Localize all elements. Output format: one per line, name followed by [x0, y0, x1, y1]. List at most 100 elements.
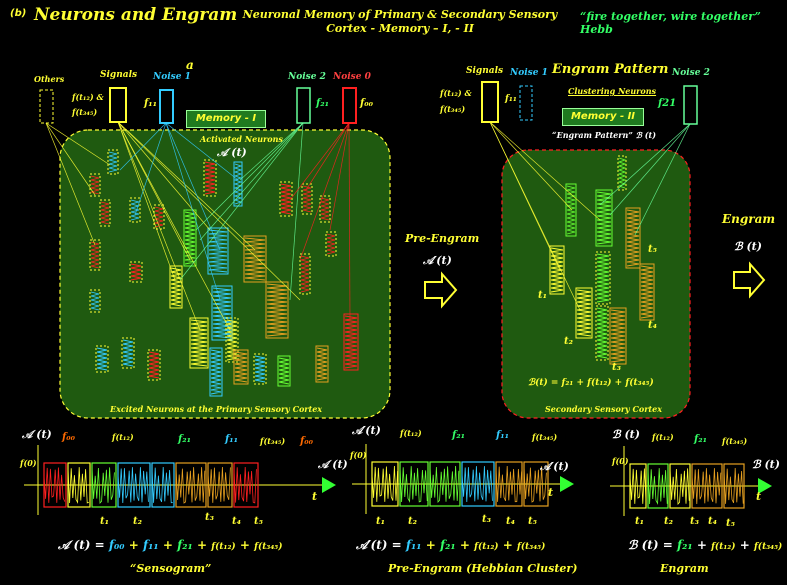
sig3-output-arrow [758, 478, 772, 494]
sig3-segment-1 [647, 463, 669, 509]
neuron-left-14-spikes [302, 185, 312, 213]
engram-pattern-title: Engram Pattern [552, 62, 669, 77]
engram-label: Engram [722, 212, 776, 226]
neuron-left-17-spikes [208, 229, 228, 273]
signals-f1-label: f(t₁₂) & [72, 92, 104, 102]
neuron-left-17-frame [207, 227, 229, 275]
neuron-left-1-frame [89, 173, 101, 197]
sig2-formula-term: f₁₁ [405, 538, 422, 552]
sig1-segment-7 [233, 462, 259, 508]
sig2-t2: t₂ [408, 516, 417, 527]
signals-box-right [481, 81, 499, 123]
noise1-box [159, 89, 174, 124]
connection-line-5-3 [489, 121, 581, 311]
sig2-wave-5 [523, 466, 547, 503]
noise2-f-label: f₂₁ [316, 98, 330, 109]
sig1-segment-2 [91, 462, 117, 508]
sig2-segment-2 [429, 461, 461, 507]
sig1-segment-4 [151, 462, 175, 508]
sig2-tag-3: f(t₃₄₅) [532, 432, 558, 442]
pre-engram-label: Pre-Engram [405, 232, 480, 245]
noise2-f-label-right: f21 [658, 98, 677, 109]
sig2-tag-0: f(t₁₂) [400, 428, 422, 438]
neuron-left-23-spikes [300, 255, 310, 293]
memory-i-box: Memory - I [186, 110, 266, 128]
noise0-f-label: f₀₀ [360, 98, 374, 109]
neuron-right-0-spikes [566, 185, 576, 235]
sig1-tag-1: f(t₁₂) [112, 432, 134, 442]
connection-line-3-0 [289, 122, 350, 201]
neuron-left-15-spikes [320, 197, 330, 221]
connection-line-6-2 [634, 123, 691, 236]
neuron-left-19-frame [169, 265, 183, 309]
noise1-label: Noise 1 [153, 72, 191, 82]
sig1-wave-1 [67, 467, 89, 504]
neuron-right-1-spikes [596, 191, 612, 245]
neuron-left-10-frame [147, 349, 161, 381]
sig1-formula-op: + [128, 538, 139, 552]
neuron-left-18-frame [243, 235, 267, 283]
neuron-group-right [549, 155, 655, 365]
neuron-right-8-spikes [596, 307, 608, 359]
neuron-left-10-spikes [148, 351, 160, 379]
sig3-t5: t₅ [726, 518, 735, 529]
neuron-right-5-frame [595, 251, 611, 305]
connection-line-3-4 [348, 122, 351, 321]
sig2-wave-3 [461, 466, 493, 503]
sig1-segment-3 [117, 462, 151, 508]
neuron-left-11-spikes [204, 161, 216, 195]
others-label: Others [34, 74, 65, 84]
sig1-formula-term: f₀₀ [108, 538, 125, 552]
memory-ii-box: Memory - II [562, 108, 644, 126]
b-of-t-label: ℬ (t) [734, 240, 762, 253]
neuron-left-22-spikes [266, 283, 288, 337]
sig3-f0: f(0) [612, 456, 629, 466]
neuron-left-20-frame [189, 317, 209, 369]
primary-cortex-caption: Excited Neurons at the Primary Sensory C… [110, 404, 323, 414]
sig2-segment-3 [461, 461, 495, 507]
sig2-segment-5 [523, 461, 549, 507]
neuron-left-26-spikes [234, 351, 248, 383]
neuron-left-0-frame [107, 149, 119, 175]
neuron-right-6-frame [617, 155, 627, 191]
signals-f1-label-right: f(t₁₂) & [440, 88, 472, 98]
sig1-y-label: 𝒜 (t) [22, 428, 52, 441]
sig2-formula-term: f(t₁₂) [474, 542, 499, 552]
neuron-right-3-spikes [550, 247, 564, 293]
sig3-t4: t₄ [708, 516, 717, 527]
neuron-left-3-spikes [100, 201, 110, 225]
sig2-formula-op: + [425, 538, 436, 552]
sig3-wave-3 [691, 468, 722, 505]
sig3-formula-op: + [739, 538, 750, 552]
neuron-left-5-spikes [90, 241, 100, 269]
sig2-segment-4 [495, 461, 523, 507]
engram-pattern-quote: “Engram Pattern” ℬ (t) [552, 130, 656, 140]
neuron-left-5-frame [89, 239, 101, 271]
sig1-t-axis: t [312, 490, 318, 503]
sig3-formula-term: f(t₁₂) [711, 542, 736, 552]
sig1-t1: t₁ [100, 516, 109, 527]
clustering-neurons-label: Clustering Neurons [568, 86, 657, 96]
neuron-right-9-frame [609, 307, 627, 365]
a-marker: a [186, 58, 194, 72]
neuron-left-8-spikes [96, 347, 108, 371]
signals-label-right: Signals [466, 66, 504, 76]
neuron-left-0-spikes [108, 151, 118, 173]
connection-line-5-1 [489, 121, 601, 221]
sensogram-signal [24, 445, 336, 515]
sig1-formula: 𝒜 (t) = f₀₀ + f₁₁ + f₂₁ + f(t₁₂) + f(t₃₄… [58, 538, 282, 553]
sig1-caption: “Sensogram” [130, 562, 212, 575]
sig1-formula-lhs: 𝒜 (t) = [58, 538, 105, 552]
neuron-right-2-spikes [626, 209, 640, 267]
sig3-formula-term: f(t₃₄₅) [753, 542, 783, 552]
neuron-left-16-frame [183, 209, 197, 267]
sig1-output-arrow [322, 477, 336, 493]
t1-label-right: t₁ [538, 290, 547, 301]
sig3-tag-1: f₂₁ [694, 434, 708, 445]
connection-line-0-2 [117, 121, 176, 281]
sig2-output-arrow [560, 476, 574, 492]
sig2-t5: t₅ [528, 516, 537, 527]
connection-line-0-3 [117, 121, 201, 331]
sig1-t5: t₅ [254, 516, 263, 527]
